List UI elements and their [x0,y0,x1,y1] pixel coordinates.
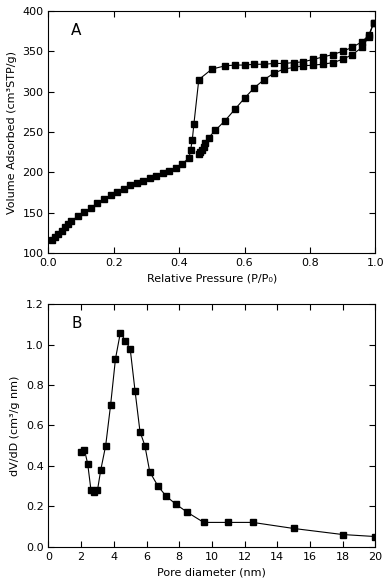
X-axis label: Pore diameter (nm): Pore diameter (nm) [158,567,266,577]
X-axis label: Relative Pressure (P/P₀): Relative Pressure (P/P₀) [147,274,277,284]
Text: B: B [72,317,82,332]
Text: A: A [72,23,82,38]
Y-axis label: Volume Adsorbed (cm³STP/g): Volume Adsorbed (cm³STP/g) [7,51,17,214]
Y-axis label: dV/dD (cm³/g nm): dV/dD (cm³/g nm) [10,376,20,476]
